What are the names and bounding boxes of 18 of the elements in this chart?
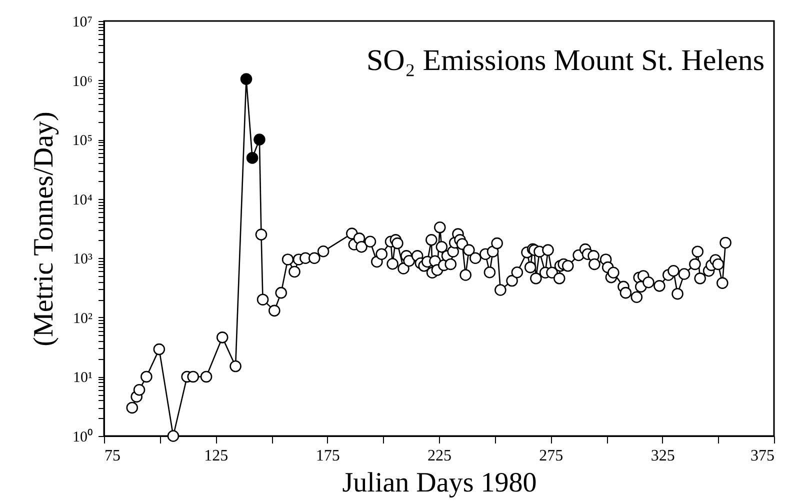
x-tick-label: 225: [428, 448, 452, 464]
text: SO₂ Emissions Mount St. Helens: [366, 44, 764, 77]
y-tick-label: 10¹: [73, 370, 92, 386]
y-axis-title: (Metric Tonnes/Day): [28, 112, 60, 346]
y-tick-label: 10⁰: [72, 428, 92, 446]
y-tick-label: 10³: [73, 252, 93, 268]
x-tick-label: 175: [316, 448, 340, 464]
x-tick-label: 275: [539, 448, 564, 464]
x-tick-label: 375: [750, 448, 774, 464]
x-axis-title: Julian Days 1980: [342, 468, 537, 498]
x-tick-label: 75: [104, 448, 120, 464]
y-tick-label: 10⁵: [72, 133, 92, 150]
y-tick-label: 10⁷: [72, 14, 92, 30]
y-tick-label: 10⁶: [72, 74, 92, 90]
y-tick-label: 10²: [73, 310, 93, 327]
y-tick-label: 10⁴: [72, 192, 92, 208]
x-tick-label: 125: [204, 448, 228, 464]
x-tick-label: 325: [650, 448, 675, 464]
